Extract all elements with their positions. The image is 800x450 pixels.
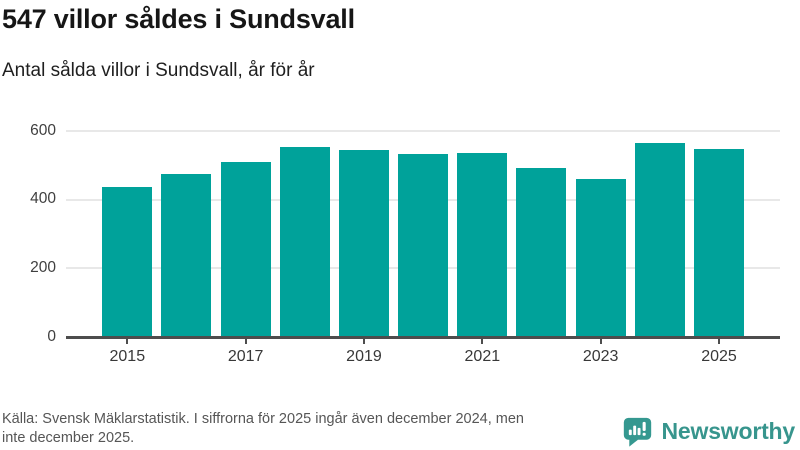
x-tick-label: 2017 [227,348,264,365]
y-tick-label: 600 [30,121,56,139]
bar-2025 [694,149,744,337]
bar-2021 [457,153,508,337]
y-tick-label: 0 [47,327,56,345]
newsworthy-logo[interactable]: Newsworthy [622,414,795,448]
bar-2015 [102,186,153,337]
chart-subtitle: Antal sålda villor i Sundsvall, år för å… [2,60,315,81]
y-tick-label: 400 [30,190,56,208]
bar-2023 [575,179,626,337]
x-axis-line [66,336,780,339]
x-tick-label: 2023 [582,348,619,365]
source-line-1: Källa: Svensk Mäklarstatistik. I siffror… [2,411,524,427]
bar-2017 [220,161,271,337]
chart-title: 547 villor såldes i Sundsvall [2,4,355,34]
bar-2020 [398,154,449,337]
x-tick-label: 2019 [346,348,382,365]
source-line-2: inte december 2025. [2,429,135,446]
x-tick-2015 [126,338,129,344]
newsworthy-logo-icon [622,415,653,448]
bar-2022 [516,168,567,337]
x-tick-label: 2025 [701,348,737,365]
x-tick-2019 [362,338,365,344]
x-tick-2021 [481,338,484,344]
x-tick-2017 [244,338,247,344]
gridline-600 [66,130,780,132]
bar-2018 [279,147,330,337]
y-tick-label: 200 [30,258,56,276]
newsworthy-wordmark: Newsworthy [661,417,796,444]
x-tick-label: 2015 [109,348,146,365]
x-tick-label: 2021 [464,348,501,365]
x-tick-2023 [599,338,602,344]
bar-2019 [338,149,389,337]
bar-2024 [634,142,685,337]
x-tick-2025 [718,338,720,344]
bar-2016 [161,173,212,337]
source-note: Källa: Svensk Mäklarstatistik. I siffror… [2,410,524,447]
